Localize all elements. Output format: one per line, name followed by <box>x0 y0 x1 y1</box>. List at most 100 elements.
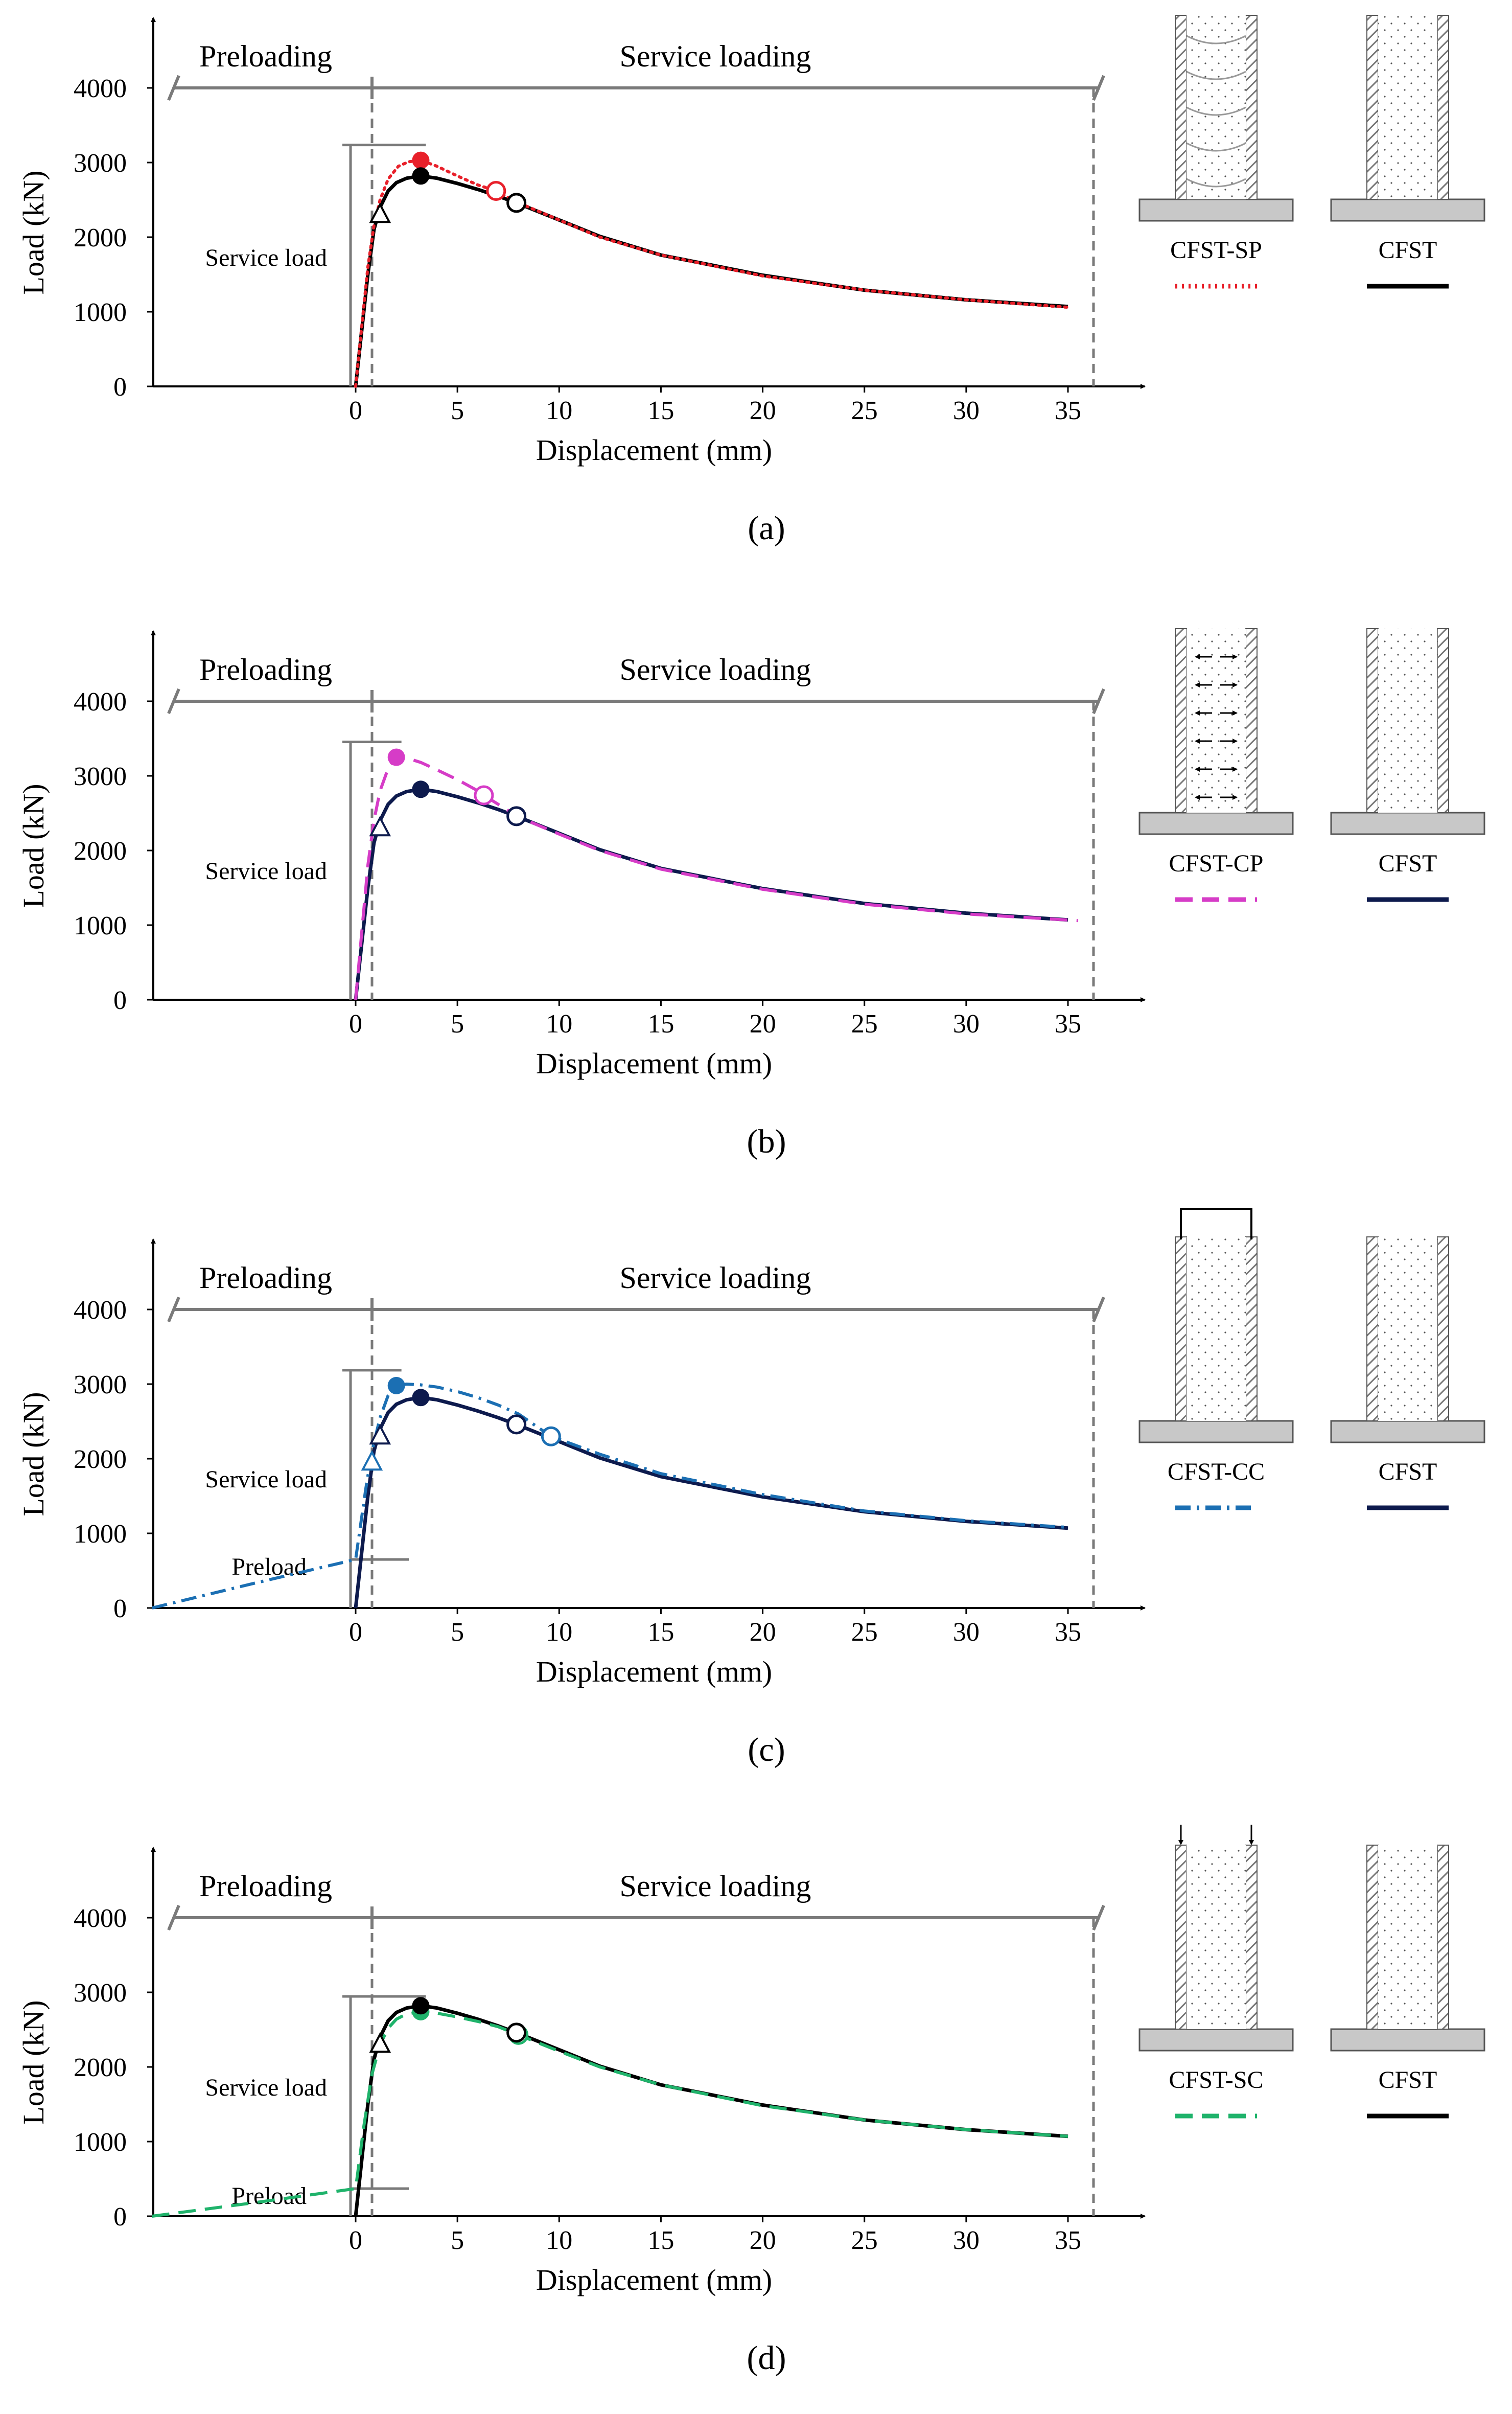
legend-label: CFST <box>1379 1458 1437 1485</box>
x-tick-label: 35 <box>1055 396 1081 425</box>
stress-arc <box>1186 106 1246 116</box>
y-tick-label: 3000 <box>74 149 127 178</box>
x-tick-label: 0 <box>349 2226 362 2255</box>
series-line-cfst <box>354 174 1068 387</box>
stress-arc <box>1186 142 1246 152</box>
y-tick-label: 4000 <box>74 74 127 103</box>
x-tick-label: 30 <box>953 1618 980 1647</box>
break-mark <box>1092 688 1105 715</box>
x-tick-label: 20 <box>750 396 776 425</box>
service-load-annotation: Service load <box>205 1466 327 1493</box>
y-tick-label: 3000 <box>74 1370 127 1399</box>
peak-marker <box>412 1997 430 2015</box>
x-axis-title: Displacement (mm) <box>536 1655 772 1688</box>
triangle-marker <box>369 202 391 223</box>
y-tick-label: 1000 <box>74 911 127 940</box>
x-tick-label: 25 <box>851 2226 878 2255</box>
reference-column-icon <box>1330 628 1485 835</box>
panel-caption: (c) <box>748 1731 785 1768</box>
phase-label-preloading: Preloading <box>199 1869 332 1903</box>
y-tick-label: 0 <box>113 2202 127 2232</box>
x-tick-label: 10 <box>546 396 572 425</box>
peak-marker <box>387 748 405 766</box>
legend-label: CFST-SC <box>1169 2066 1263 2094</box>
open-circle-marker <box>474 785 494 806</box>
reference-column-icon <box>1330 15 1485 222</box>
panel-d: 0 5 10 15 20 25 30 35 0 1000 2000 3000 4000 Displacem… <box>17 1825 1485 2377</box>
phase-label-service: Service loading <box>620 1261 811 1295</box>
y-tick-label: 3000 <box>74 1979 127 2008</box>
x-tick-label: 15 <box>647 1009 674 1039</box>
x-tick-label: 20 <box>750 1618 776 1647</box>
x-axis-title: Displacement (mm) <box>536 1047 772 1080</box>
column-schematics: CFST-SP CFST <box>1138 15 1485 289</box>
triangle-marker <box>361 1450 383 1471</box>
y-axis-title: Load (kN) <box>17 784 50 908</box>
open-circle-marker <box>506 2022 527 2043</box>
panel-caption: (b) <box>747 1123 786 1160</box>
x-tick-label: 5 <box>451 396 464 425</box>
break-mark <box>167 75 180 101</box>
x-tick-label: 5 <box>451 2226 464 2255</box>
x-tick-label: 0 <box>349 1009 362 1039</box>
service-load-annotation: Service load <box>205 244 327 271</box>
x-tick-label: 0 <box>349 1618 362 1647</box>
x-tick-label: 30 <box>953 2226 980 2255</box>
series-line-cfst-cp <box>354 755 1079 1000</box>
panel-caption: (a) <box>748 510 785 547</box>
x-tick-label: 0 <box>349 396 362 425</box>
stress-arc <box>1186 71 1246 80</box>
open-circle-marker <box>506 806 527 826</box>
y-tick-label: 1000 <box>74 298 127 327</box>
break-mark <box>167 688 180 715</box>
y-tick-label: 0 <box>113 373 127 402</box>
legend-label: CFST <box>1379 850 1437 877</box>
triangle-marker <box>369 815 391 837</box>
legend-label: CFST <box>1379 2066 1437 2094</box>
break-mark <box>1092 1296 1105 1323</box>
x-tick-label: 5 <box>451 1618 464 1647</box>
x-axis-title: Displacement (mm) <box>536 433 772 467</box>
phase-label-preloading: Preloading <box>199 39 332 73</box>
peak-marker <box>412 780 430 798</box>
x-tick-label: 15 <box>647 1618 674 1647</box>
break-mark <box>167 1296 180 1323</box>
x-tick-label: 30 <box>953 1009 980 1039</box>
triangle-marker <box>369 2032 391 2053</box>
y-tick-label: 2000 <box>74 223 127 252</box>
open-circle-marker <box>541 1426 561 1446</box>
break-mark <box>1092 1904 1105 1931</box>
break-mark <box>167 1904 180 1931</box>
y-tick-label: 2000 <box>74 837 127 866</box>
phase-label-service: Service loading <box>620 653 811 686</box>
series-line-cfst-cc <box>151 1382 1068 1610</box>
y-axis-title: Load (kN) <box>17 170 50 294</box>
x-tick-label: 10 <box>546 2226 572 2255</box>
triangle-marker <box>369 1423 391 1445</box>
y-tick-label: 1000 <box>74 2128 127 2157</box>
y-tick-label: 2000 <box>74 2053 127 2082</box>
x-tick-label: 30 <box>953 396 980 425</box>
variant-column-icon <box>1138 628 1294 835</box>
x-tick-label: 15 <box>647 2226 674 2255</box>
y-axis-title: Load (kN) <box>17 1392 50 1516</box>
column-schematics: CFST-SC CFST <box>1138 1825 1485 2119</box>
reference-column-icon <box>1330 1845 1485 2052</box>
series-line-cfst <box>354 2004 1068 2217</box>
variant-column-icon <box>1138 1208 1294 1443</box>
y-tick-label: 1000 <box>74 1520 127 1549</box>
open-circle-marker <box>486 180 506 201</box>
column-schematics: CFST-CC CFST <box>1138 1208 1485 1510</box>
y-tick-label: 0 <box>113 1594 127 1623</box>
series-line-cfst-sp <box>354 158 1069 388</box>
x-tick-label: 10 <box>546 1618 572 1647</box>
peak-marker <box>412 1389 430 1407</box>
x-tick-label: 5 <box>451 1009 464 1039</box>
y-tick-label: 4000 <box>74 687 127 717</box>
phase-label-preloading: Preloading <box>199 653 332 686</box>
legend-label: CFST-SP <box>1170 237 1262 264</box>
panel-a: 0 5 10 15 20 25 30 35 0 1000 2000 3000 4000 Displacem… <box>17 15 1485 547</box>
x-tick-label: 25 <box>851 1009 878 1039</box>
panel-b: 0 5 10 15 20 25 30 35 0 1000 2000 3000 4000 Displacem… <box>17 628 1485 1160</box>
